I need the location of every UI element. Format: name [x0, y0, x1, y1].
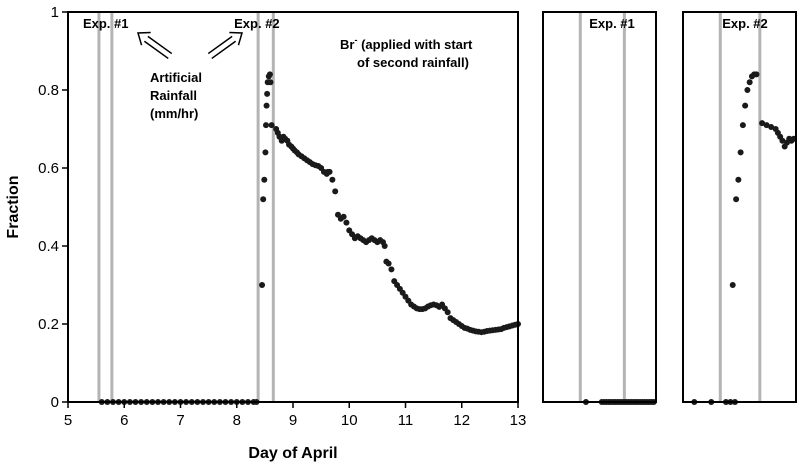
bromide-charge: -	[354, 35, 357, 45]
data-point	[268, 122, 275, 129]
data-point	[733, 196, 740, 203]
x-tick-label: 10	[341, 412, 358, 429]
pointer-arrow	[207, 31, 243, 60]
inset-exp1-panel: Exp. #1	[542, 11, 657, 405]
inset-title: Exp. #1	[589, 16, 635, 31]
data-point	[388, 266, 395, 273]
y-tick-label: 0.4	[38, 238, 59, 255]
data-point	[768, 124, 775, 131]
data-point	[739, 122, 746, 129]
data-point	[753, 71, 760, 78]
data-point	[332, 188, 339, 195]
x-tick-label: 8	[233, 412, 241, 429]
data-point	[742, 102, 749, 109]
experiment-label: Exp. #1	[83, 16, 129, 31]
data-point	[262, 149, 269, 156]
y-tick-label: 1	[51, 4, 59, 21]
data-point	[737, 149, 744, 156]
plot-frame	[67, 11, 519, 403]
plot-frame	[682, 11, 797, 403]
rainfall-annotation: Artificial	[150, 70, 202, 85]
data-point	[381, 243, 388, 249]
bromide-note-line1: (applied with start	[357, 37, 473, 52]
data-point	[264, 90, 271, 97]
x-tick-label: 13	[510, 412, 527, 429]
x-tick-label: 6	[120, 412, 128, 429]
x-tick-label: 9	[289, 412, 297, 429]
inset-title: Exp. #2	[722, 16, 768, 31]
data-point	[779, 137, 786, 144]
data-point	[261, 176, 268, 183]
data-point	[746, 79, 753, 86]
x-tick-label: 12	[453, 412, 470, 429]
data-point	[729, 282, 736, 288]
x-tick-label: 11	[398, 412, 414, 429]
y-axis-title: Fraction	[5, 175, 22, 238]
data-point	[744, 87, 751, 93]
data-point	[326, 168, 333, 175]
y-tick-label: 0.2	[38, 316, 59, 333]
data-point	[735, 176, 742, 183]
y-tick-label: 0	[51, 394, 59, 411]
bromide-ion: Br	[340, 37, 354, 52]
y-tick-label: 0.8	[38, 82, 59, 99]
rainfall-annotation: Rainfall	[150, 88, 197, 103]
main-chart-panel: 5 6 7 8 9 10 11 12 13 0 0.2 0.4 0.6 0.8 1 Day of April F…	[5, 4, 526, 462]
plot-frame	[542, 11, 657, 403]
inset-exp2-panel: Exp. #2	[682, 11, 797, 405]
x-tick-label: 5	[64, 412, 72, 429]
data-point	[444, 309, 451, 316]
bromide-note-line2: of second rainfall)	[357, 55, 469, 70]
data-point	[259, 282, 266, 288]
data-point	[260, 196, 267, 203]
x-axis-title: Day of April	[248, 445, 337, 462]
rainfall-annotation: (mm/hr)	[150, 106, 198, 121]
data-point	[763, 122, 770, 129]
data-point	[343, 219, 350, 226]
data-point	[267, 79, 274, 86]
data-point	[329, 176, 336, 183]
data-point	[759, 120, 766, 127]
data-point	[266, 71, 273, 78]
data-point	[340, 213, 347, 220]
bromide-annotation: Br- (applied with start	[340, 35, 473, 52]
pointer-arrow	[137, 31, 173, 60]
y-tick-label: 0.6	[38, 160, 59, 177]
data-point	[263, 122, 269, 129]
data-point	[263, 102, 270, 109]
experiment-label: Exp. #2	[234, 16, 280, 31]
data-point	[385, 260, 392, 267]
x-tick-label: 7	[176, 412, 184, 429]
